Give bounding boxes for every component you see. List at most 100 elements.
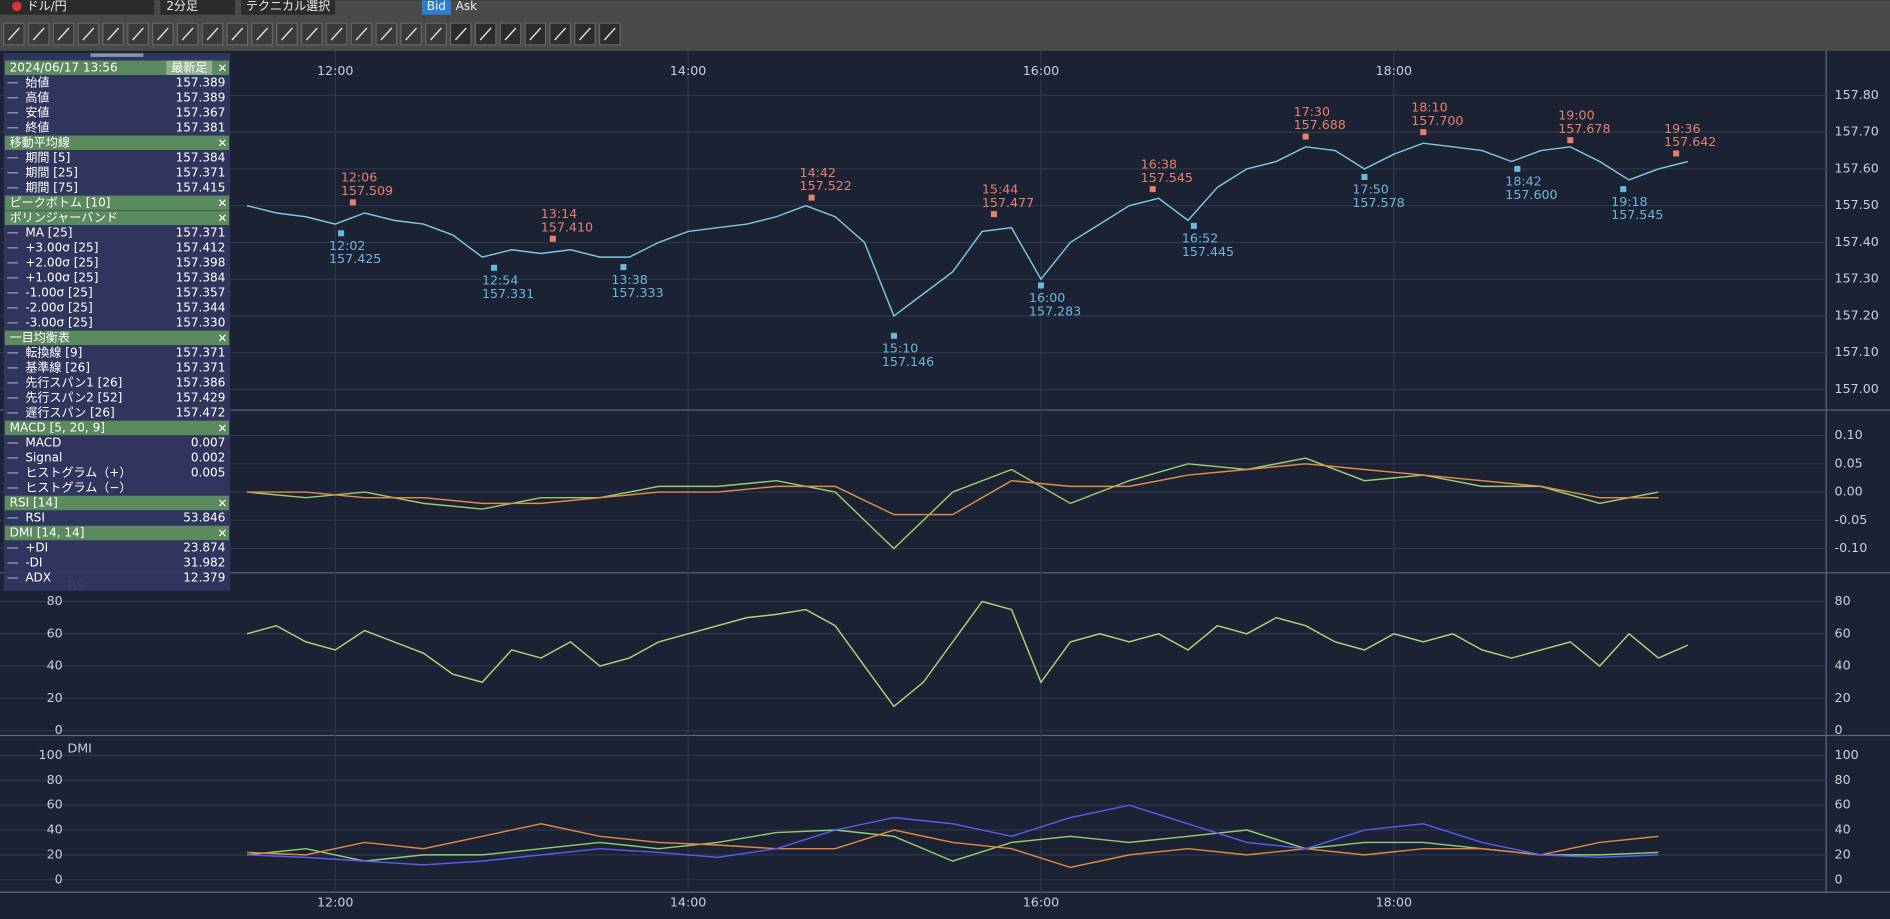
series-line bbox=[246, 600, 1689, 708]
section-title: MACD [5, 20, 9] bbox=[10, 420, 105, 434]
pane-title: DMI bbox=[67, 740, 91, 755]
y-tick-label-left: 40 bbox=[47, 658, 63, 673]
badge-bg bbox=[166, 60, 213, 75]
section-header bbox=[4, 495, 230, 511]
symbol-select[interactable] bbox=[0, 0, 155, 15]
bottom-marker bbox=[1037, 282, 1044, 289]
peak-marker bbox=[808, 194, 815, 201]
close-icon[interactable] bbox=[218, 214, 226, 222]
y-tick-label: 40 bbox=[1835, 658, 1851, 673]
symbol: ドル/円 bbox=[27, 0, 67, 13]
badge: 最新足 bbox=[171, 59, 207, 74]
series-line bbox=[246, 823, 1659, 869]
y-tick-label: 80 bbox=[1835, 772, 1851, 787]
row-value: 157.398 bbox=[176, 255, 226, 269]
section-title: RSI [14] bbox=[10, 495, 58, 509]
close-icon[interactable] bbox=[218, 334, 226, 342]
y-tick-label-left: 40 bbox=[47, 822, 63, 837]
y-tick-label: 157.00 bbox=[1835, 381, 1879, 396]
bid: Bid bbox=[427, 0, 446, 13]
tool-glyph bbox=[206, 27, 219, 41]
row-label: -1.00σ [25] bbox=[25, 285, 92, 299]
tool-glyph bbox=[504, 27, 517, 41]
annotation-price: 157.522 bbox=[800, 178, 852, 193]
peak-marker bbox=[549, 235, 556, 242]
row-label: ADX bbox=[25, 570, 51, 584]
y-tick-label: 157.40 bbox=[1835, 234, 1879, 249]
tool-glyph bbox=[82, 27, 95, 41]
row-label: 先行スパン2 [52] bbox=[25, 390, 122, 404]
time-label-top: 16:00 bbox=[1023, 63, 1059, 78]
time-label-top: 18:00 bbox=[1376, 63, 1412, 78]
tool-glyph bbox=[355, 27, 368, 41]
bottom-marker bbox=[1361, 173, 1368, 181]
tool-glyph bbox=[132, 27, 144, 41]
tool-glyph bbox=[380, 27, 393, 41]
ask[interactable]: Ask bbox=[456, 0, 478, 13]
tool-glyph bbox=[231, 27, 244, 41]
y-tick-label-left: 20 bbox=[47, 690, 63, 705]
row-label: -3.00σ [25] bbox=[25, 315, 92, 329]
tool-icons bbox=[3, 22, 621, 46]
row-label: 期間 [25] bbox=[25, 165, 78, 179]
close-icon[interactable] bbox=[218, 199, 226, 207]
bid-button[interactable] bbox=[421, 0, 451, 15]
annotation-time: 18:42 bbox=[1505, 174, 1541, 189]
section-header bbox=[4, 525, 230, 541]
annotation-time: 16:00 bbox=[1029, 290, 1065, 305]
close-icon[interactable] bbox=[218, 529, 226, 537]
row-label: -DI bbox=[25, 555, 42, 569]
y-tick-label: 100 bbox=[1835, 747, 1859, 762]
row-value: 157.371 bbox=[176, 165, 226, 179]
annotation-price: 157.425 bbox=[329, 251, 381, 266]
bottom-marker bbox=[620, 264, 627, 271]
y-tick-label: 40 bbox=[1835, 822, 1851, 837]
section-header bbox=[4, 210, 230, 226]
series-line bbox=[246, 804, 1659, 866]
y-tick-label: 0 bbox=[1835, 722, 1843, 737]
row-value: 157.330 bbox=[176, 315, 226, 329]
tool-glyph bbox=[405, 27, 418, 41]
annotation-price: 157.283 bbox=[1029, 303, 1081, 318]
tool-glyph bbox=[256, 27, 269, 41]
annotation-time: 12:02 bbox=[329, 238, 365, 253]
row-label: 遅行スパン [26] bbox=[25, 405, 114, 419]
timeframe-select[interactable] bbox=[160, 0, 236, 15]
y-tick-label: 60 bbox=[1835, 625, 1851, 640]
annotation-price: 157.700 bbox=[1411, 113, 1463, 128]
peak-marker bbox=[1567, 137, 1574, 144]
row-label: 始値 bbox=[25, 74, 49, 89]
annotation-price: 157.333 bbox=[611, 285, 663, 300]
y-tick-label-left: 60 bbox=[47, 625, 63, 640]
annotation-time: 15:44 bbox=[982, 182, 1018, 197]
row-label: 終値 bbox=[25, 119, 49, 134]
tool-glyph bbox=[57, 27, 70, 41]
row-label: ヒストグラム（+） bbox=[25, 465, 131, 479]
bottom-marker bbox=[890, 332, 897, 339]
y-tick-label: 157.30 bbox=[1835, 271, 1879, 286]
close-icon[interactable] bbox=[218, 139, 226, 147]
row-value: 53.846 bbox=[183, 510, 225, 524]
close-icon[interactable] bbox=[218, 424, 226, 432]
row-label: +2.00σ [25] bbox=[25, 255, 98, 269]
close-icon[interactable] bbox=[218, 499, 226, 507]
annotation-price: 157.600 bbox=[1505, 187, 1557, 202]
technical: テクニカル選択 bbox=[246, 0, 330, 13]
time-label-bottom: 12:00 bbox=[317, 895, 353, 910]
row-label: -2.00σ [25] bbox=[25, 300, 92, 314]
row-label: +1.00σ [25] bbox=[25, 270, 98, 284]
toolbar: ドル/円 2分足 テクニカル選択 Bid Ask bbox=[0, 0, 1890, 51]
annotation-time: 12:06 bbox=[341, 170, 377, 185]
row-label: 高値 bbox=[25, 89, 49, 104]
technical-select[interactable] bbox=[241, 0, 336, 15]
flag-icon bbox=[12, 1, 22, 12]
annotation-price: 157.146 bbox=[882, 354, 934, 369]
row-value: 157.472 bbox=[176, 405, 226, 419]
annotation-price: 157.578 bbox=[1352, 195, 1404, 210]
y-tick-label-left: 80 bbox=[47, 593, 63, 608]
row-value: 157.384 bbox=[176, 150, 226, 164]
row-value: 157.386 bbox=[176, 375, 226, 389]
y-tick-label: 157.20 bbox=[1835, 307, 1879, 322]
close-icon[interactable] bbox=[218, 64, 226, 72]
